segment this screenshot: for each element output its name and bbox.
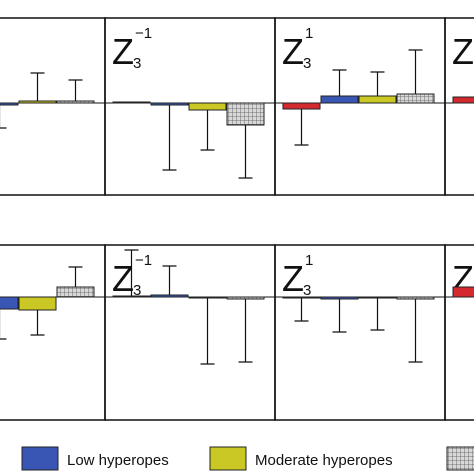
panel-title: Z xyxy=(282,31,304,72)
bar xyxy=(320,95,359,104)
bar xyxy=(56,100,95,104)
panel-superscript: 1 xyxy=(305,25,313,42)
legend-swatch xyxy=(21,446,59,471)
bar xyxy=(56,286,95,298)
error-bar xyxy=(124,249,139,296)
error-bar xyxy=(30,72,45,101)
bar xyxy=(18,100,57,104)
bar xyxy=(320,296,359,300)
error-bar xyxy=(370,298,385,331)
panel-title: Z xyxy=(282,258,304,299)
bar xyxy=(150,294,189,298)
bar xyxy=(282,102,321,110)
bar xyxy=(226,102,265,126)
bar xyxy=(396,296,435,300)
error-bar xyxy=(370,71,385,96)
error-bar xyxy=(68,79,83,101)
panel-frame xyxy=(0,244,106,421)
error-bar xyxy=(200,298,215,365)
error-bar xyxy=(238,125,253,179)
error-bar xyxy=(332,69,347,96)
bar xyxy=(0,102,19,106)
bar xyxy=(112,101,151,104)
error-bar xyxy=(0,105,7,129)
error-bar xyxy=(162,105,177,171)
panel-title: Z xyxy=(112,31,134,72)
error-bar xyxy=(162,265,177,295)
legend-swatch xyxy=(446,446,474,471)
bar xyxy=(282,296,321,299)
bar xyxy=(452,286,474,298)
legend-swatch xyxy=(209,446,247,471)
error-bar xyxy=(68,266,83,287)
panel-frame xyxy=(0,17,106,196)
bar xyxy=(452,96,474,104)
panel-subscript: 3 xyxy=(133,282,141,299)
error-bar xyxy=(238,299,253,363)
panel-subscript: 3 xyxy=(133,55,141,72)
panel-frame xyxy=(444,244,474,421)
bar xyxy=(188,296,227,299)
bar xyxy=(150,102,189,106)
error-bar xyxy=(0,309,7,340)
panel-superscript: 1 xyxy=(305,252,313,269)
error-bar xyxy=(408,299,423,363)
error-bar xyxy=(200,110,215,151)
bar xyxy=(226,296,265,300)
panel-superscript: −1 xyxy=(135,25,152,42)
bar xyxy=(18,296,57,311)
bar xyxy=(188,102,227,111)
panel-superscript: −1 xyxy=(135,252,152,269)
error-bar xyxy=(408,49,423,94)
error-bar xyxy=(294,109,309,146)
panel-title: Z xyxy=(452,31,474,72)
legend-label: Low hyperopes xyxy=(67,452,169,469)
bar xyxy=(358,296,397,299)
panel-subscript: 3 xyxy=(303,55,311,72)
panel-frame xyxy=(444,17,474,196)
legend-label: Moderate hyperopes xyxy=(255,452,393,469)
error-bar xyxy=(332,299,347,333)
bar xyxy=(358,95,397,104)
bar xyxy=(112,295,151,298)
error-bar xyxy=(30,310,45,336)
error-bar xyxy=(294,298,309,322)
panel-subscript: 3 xyxy=(303,282,311,299)
bar xyxy=(0,296,19,310)
bar xyxy=(396,93,435,104)
panel-title: Z xyxy=(112,258,134,299)
